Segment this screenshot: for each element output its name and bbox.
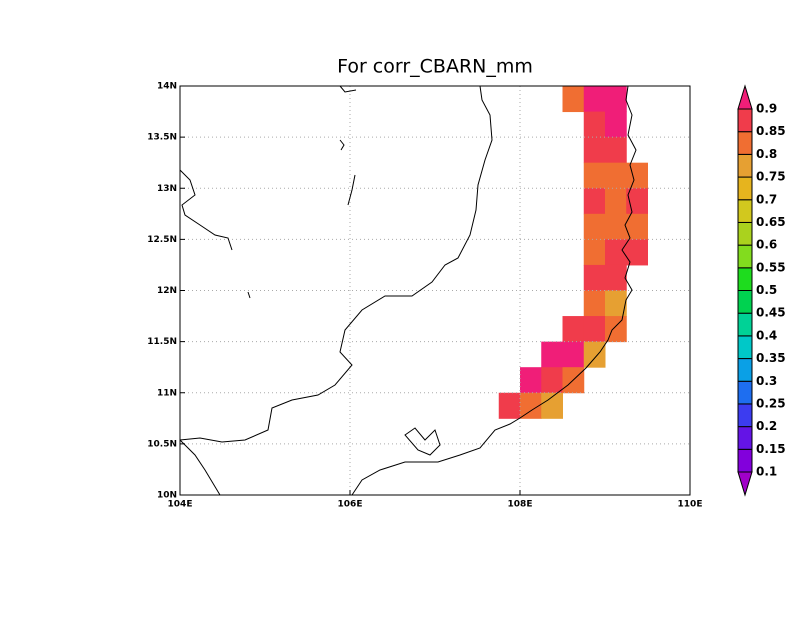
grid-cell	[520, 367, 542, 394]
island	[339, 139, 345, 151]
colorbar-label: 0.6	[756, 238, 777, 252]
colorbar-box	[737, 244, 753, 269]
grid-layer	[180, 86, 690, 495]
x-tick-label: 108E	[508, 500, 533, 510]
colorbar-label: 0.65	[756, 215, 786, 229]
colorbar-box	[737, 426, 753, 450]
colorbar: 0.1 0.15 0.2 0.25 0.3 0.35 0.4 0.45 0.5 0.55 0.6 0.…	[737, 84, 786, 497]
grid-cell	[583, 316, 606, 343]
grid-cell	[605, 162, 627, 189]
colorbar-box	[737, 176, 753, 201]
colorbar-box	[737, 221, 753, 246]
grid-cell	[583, 239, 606, 266]
grid-cell	[562, 316, 585, 343]
y-tick-label: 11.5N	[147, 337, 177, 347]
y-tick-label: 11N	[157, 388, 177, 398]
x-tick-label: 104E	[168, 500, 193, 510]
cell-layer	[498, 86, 648, 419]
colorbar-box	[737, 380, 753, 405]
grid-cell	[562, 341, 585, 368]
colorbar-label: 0.9	[756, 102, 777, 116]
axes: 104E 106E 108E 110E 10N 10.5N 11N 11.5N 12N 12.5N…	[147, 82, 702, 510]
grid-cell	[583, 111, 606, 138]
grid-cell	[605, 264, 627, 291]
colorbar-label: 0.25	[756, 396, 786, 410]
grid-cell	[541, 341, 563, 368]
colorbar-arrow	[737, 471, 753, 497]
colorbar-box	[737, 267, 753, 291]
grid-cell	[605, 137, 627, 164]
y-tick-label: 10.5N	[147, 439, 177, 449]
colorbar-label: 0.7	[756, 192, 777, 206]
y-tick-label: 13N	[157, 184, 177, 194]
grid-cell	[605, 188, 627, 215]
grid-cell	[498, 392, 521, 419]
border	[179, 169, 233, 251]
colorbar-box	[737, 358, 753, 382]
grid-cell	[562, 86, 585, 113]
coastlines	[179, 85, 637, 496]
colorbar-label: 0.8	[756, 147, 777, 161]
grid-cell	[583, 86, 606, 113]
grid-cell	[583, 137, 606, 164]
colorbar-label: 0.55	[756, 260, 786, 274]
island	[347, 174, 356, 206]
colorbar-box	[737, 153, 753, 178]
grid-cell	[605, 213, 627, 240]
grid-cell	[605, 86, 627, 113]
grid-cell	[583, 290, 606, 317]
grid-cell	[605, 316, 627, 343]
grid-cell	[541, 367, 563, 394]
colorbar-label: 0.85	[756, 124, 786, 138]
grid-cell	[583, 188, 606, 215]
colorbar-box	[737, 131, 753, 155]
y-tick-label: 14N	[157, 82, 177, 92]
colorbar-label: 0.5	[756, 283, 777, 297]
colorbar-box	[737, 108, 753, 133]
coastline	[179, 85, 493, 443]
grid-cell	[520, 392, 542, 419]
coastline	[351, 85, 637, 496]
grid-cell	[541, 392, 563, 419]
grid-cell	[583, 264, 606, 291]
border	[179, 439, 221, 496]
grid-cell	[583, 341, 606, 368]
colorbar-arrow	[737, 84, 753, 110]
grid-cell	[605, 290, 627, 317]
map-title: For corr_CBARN_mm	[337, 56, 533, 78]
grid-cell	[626, 162, 648, 189]
grid-cell	[605, 111, 627, 138]
x-tick-label: 110E	[678, 500, 703, 510]
x-tick-label: 106E	[338, 500, 363, 510]
colorbar-label: 0.2	[756, 419, 777, 433]
y-tick-label: 13.5N	[147, 133, 177, 143]
coastline	[404, 427, 441, 456]
colorbar-label: 0.4	[756, 328, 777, 342]
grid-cell	[626, 213, 648, 240]
colorbar-box	[737, 335, 753, 360]
y-tick-label: 12N	[157, 286, 177, 296]
colorbar-label: 0.45	[756, 306, 786, 320]
colorbar-box	[737, 312, 753, 337]
grid-cell	[583, 162, 606, 189]
colorbar-label: 0.75	[756, 170, 786, 184]
colorbar-box	[737, 199, 753, 223]
border	[339, 85, 357, 93]
colorbar-box	[737, 290, 753, 314]
colorbar-box	[737, 448, 753, 473]
grid-cell	[626, 239, 648, 266]
colorbar-label: 0.35	[756, 351, 786, 365]
colorbar-label: 0.15	[756, 442, 786, 456]
grid-cell	[626, 188, 648, 215]
grid-cell	[605, 239, 627, 266]
grid-cell	[583, 213, 606, 240]
y-tick-label: 12.5N	[147, 235, 177, 245]
colorbar-label: 0.3	[756, 374, 777, 388]
colorbar-box	[737, 403, 753, 428]
y-tick-label: 10N	[157, 491, 177, 501]
island	[247, 291, 251, 299]
colorbar-label: 0.1	[756, 465, 777, 479]
